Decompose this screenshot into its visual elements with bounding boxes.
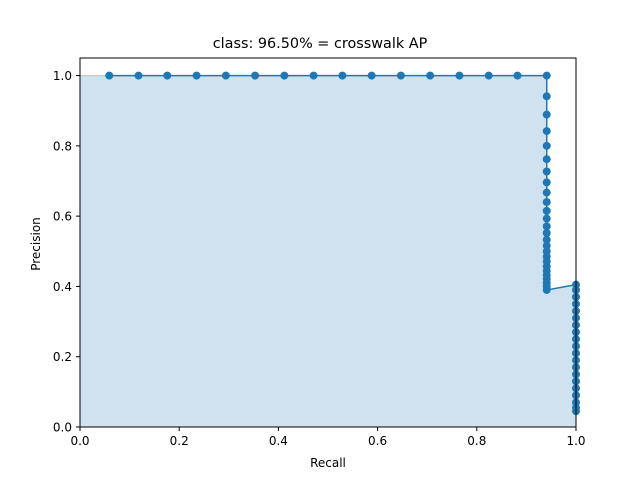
plot-area — [80, 71, 580, 428]
data-point — [542, 167, 551, 176]
x-axis-label: Recall — [310, 456, 346, 470]
data-point — [542, 127, 551, 136]
x-tick-label: 0.4 — [269, 434, 288, 448]
data-point — [396, 71, 405, 80]
data-point — [105, 71, 114, 80]
y-axis-label: Precision — [29, 217, 43, 271]
data-point — [542, 229, 551, 238]
data-point — [542, 241, 551, 250]
data-point — [484, 71, 493, 80]
x-tick-label: 0.2 — [170, 434, 189, 448]
data-point — [309, 71, 318, 80]
data-point — [542, 222, 551, 231]
data-point — [251, 71, 260, 80]
y-tick-label: 0.6 — [53, 210, 72, 224]
data-point — [542, 71, 551, 80]
x-tick-label: 1.0 — [566, 434, 585, 448]
axes: 0.0 0.2 0.4 0.6 0.8 1.0 0.0 0.2 0.4 0.6 0.8 1.0 — [53, 57, 586, 448]
data-point — [542, 141, 551, 150]
x-tick-label: 0.8 — [467, 434, 486, 448]
data-point — [542, 178, 551, 187]
data-point — [542, 235, 551, 244]
data-point — [542, 206, 551, 215]
x-tick-label: 0.6 — [368, 434, 387, 448]
x-tick-label: 0.0 — [70, 434, 89, 448]
data-point — [542, 214, 551, 223]
data-point — [134, 71, 143, 80]
y-tick-label: 0.0 — [53, 421, 72, 435]
data-point — [542, 285, 551, 294]
data-point — [542, 188, 551, 197]
data-point — [221, 71, 230, 80]
y-tick-label: 0.2 — [53, 350, 72, 364]
data-point — [338, 71, 347, 80]
data-point — [426, 71, 435, 80]
data-point — [163, 71, 172, 80]
data-point — [513, 71, 522, 80]
data-point — [280, 71, 289, 80]
data-point — [542, 92, 551, 101]
y-tick-label: 0.4 — [53, 280, 72, 294]
data-point — [367, 71, 376, 80]
area-fill — [80, 75, 576, 428]
chart-title: class: 96.50% = crosswalk AP — [213, 36, 428, 52]
data-point — [455, 71, 464, 80]
axes-frame — [79, 57, 577, 428]
data-point — [542, 110, 551, 119]
data-point — [542, 198, 551, 207]
data-point — [542, 155, 551, 164]
y-tick-label: 0.8 — [53, 139, 72, 153]
y-tick-label: 1.0 — [53, 69, 72, 83]
data-point — [192, 71, 201, 80]
